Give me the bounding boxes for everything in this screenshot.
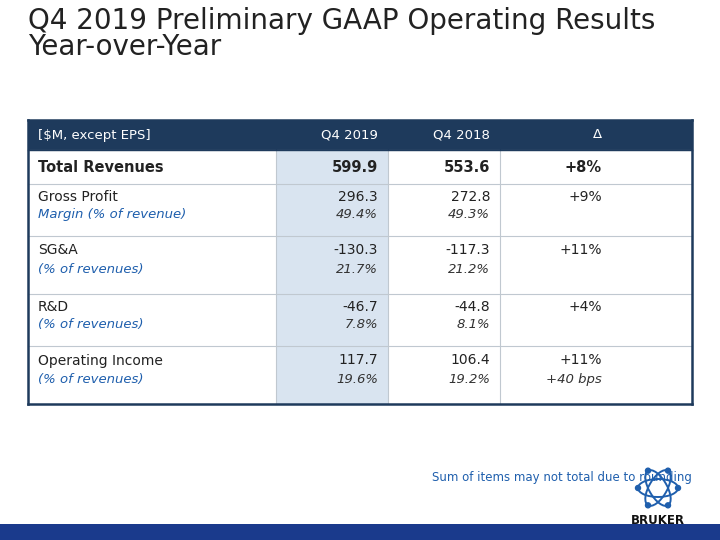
FancyBboxPatch shape (28, 236, 692, 294)
Text: +11%: +11% (559, 354, 602, 368)
Circle shape (636, 485, 641, 490)
Text: 21.7%: 21.7% (336, 263, 378, 276)
Text: -46.7: -46.7 (343, 300, 378, 314)
Circle shape (675, 485, 680, 490)
FancyBboxPatch shape (276, 294, 388, 346)
FancyBboxPatch shape (28, 346, 692, 404)
Text: Q4 2018: Q4 2018 (433, 129, 490, 141)
Text: Operating Income: Operating Income (38, 354, 163, 368)
Text: Gross Profit: Gross Profit (38, 190, 118, 204)
Text: 599.9: 599.9 (332, 159, 378, 174)
Text: +11%: +11% (559, 244, 602, 258)
Text: -130.3: -130.3 (333, 244, 378, 258)
Text: +4%: +4% (569, 300, 602, 314)
Text: +9%: +9% (568, 190, 602, 204)
FancyBboxPatch shape (28, 184, 692, 236)
FancyBboxPatch shape (276, 150, 388, 184)
FancyBboxPatch shape (28, 294, 692, 346)
Text: SG&A: SG&A (38, 244, 78, 258)
Text: Sum of items may not total due to rounding: Sum of items may not total due to roundi… (432, 471, 692, 484)
Text: [$M, except EPS]: [$M, except EPS] (38, 129, 150, 141)
FancyBboxPatch shape (28, 120, 692, 150)
Text: Margin (% of revenue): Margin (% of revenue) (38, 208, 186, 221)
Text: 19.6%: 19.6% (336, 373, 378, 386)
Text: 296.3: 296.3 (338, 190, 378, 204)
Text: Year-over-Year: Year-over-Year (28, 33, 221, 61)
Text: +8%: +8% (565, 159, 602, 174)
Text: 553.6: 553.6 (444, 159, 490, 174)
FancyBboxPatch shape (0, 524, 720, 540)
Text: R&D: R&D (38, 300, 69, 314)
Text: Δ: Δ (593, 129, 602, 141)
Text: +40 bps: +40 bps (546, 373, 602, 386)
Text: Q4 2019 Preliminary GAAP Operating Results: Q4 2019 Preliminary GAAP Operating Resul… (28, 7, 655, 35)
FancyBboxPatch shape (276, 346, 388, 404)
Text: 117.7: 117.7 (338, 354, 378, 368)
Text: 19.2%: 19.2% (448, 373, 490, 386)
Circle shape (665, 503, 670, 508)
Circle shape (646, 468, 650, 473)
Text: (% of revenues): (% of revenues) (38, 263, 143, 276)
Text: 106.4: 106.4 (451, 354, 490, 368)
Text: 7.8%: 7.8% (344, 318, 378, 330)
FancyBboxPatch shape (28, 150, 692, 184)
Text: 8.1%: 8.1% (456, 318, 490, 330)
Text: -44.8: -44.8 (454, 300, 490, 314)
Circle shape (665, 468, 670, 473)
Text: Q4 2019: Q4 2019 (321, 129, 378, 141)
Text: -117.3: -117.3 (446, 244, 490, 258)
FancyBboxPatch shape (276, 184, 388, 236)
Text: (% of revenues): (% of revenues) (38, 318, 143, 330)
Text: 49.3%: 49.3% (448, 208, 490, 221)
Text: 21.2%: 21.2% (448, 263, 490, 276)
Circle shape (646, 503, 650, 508)
Text: BRUKER: BRUKER (631, 514, 685, 527)
Text: 49.4%: 49.4% (336, 208, 378, 221)
Text: Total Revenues: Total Revenues (38, 159, 163, 174)
Text: 272.8: 272.8 (451, 190, 490, 204)
Text: (% of revenues): (% of revenues) (38, 373, 143, 386)
FancyBboxPatch shape (276, 236, 388, 294)
